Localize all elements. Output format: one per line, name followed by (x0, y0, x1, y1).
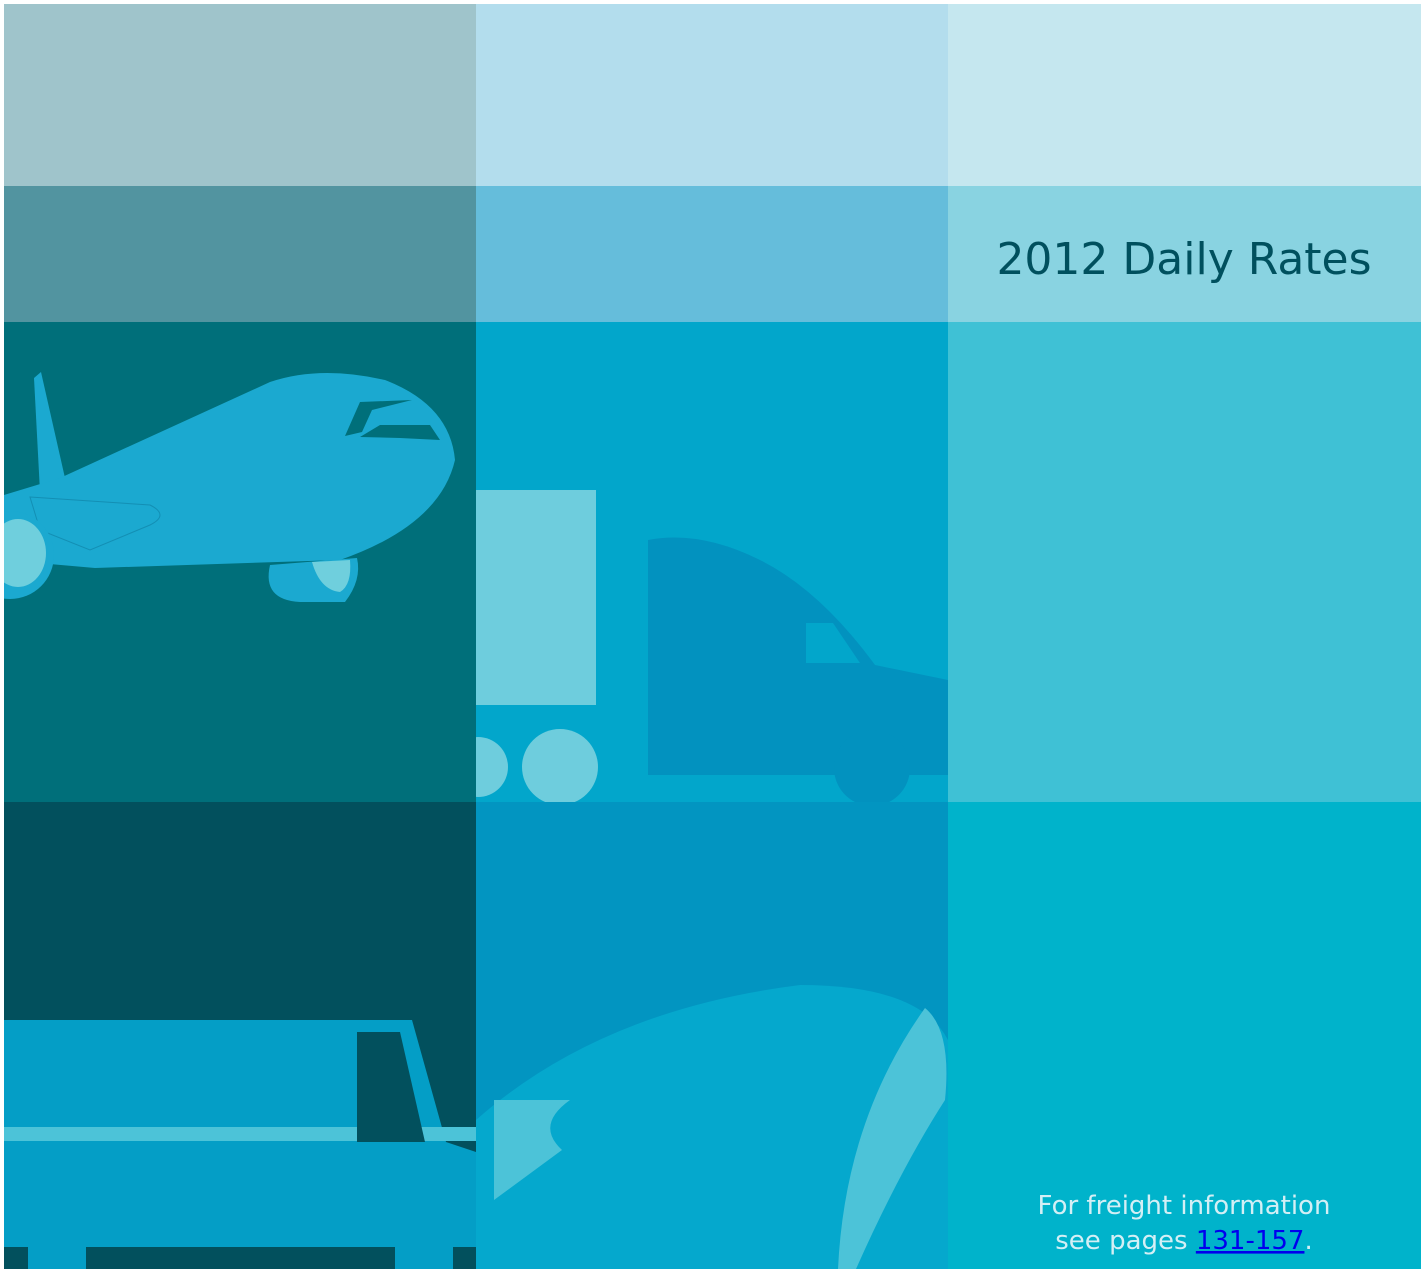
bus-icon (4, 1020, 476, 1269)
period: . (1304, 1226, 1312, 1256)
cover: 2012 Daily Rates For freight information… (0, 0, 1421, 1269)
cover-title: 2012 Daily Rates (996, 234, 1371, 285)
freight-pages: see pages 131-157. (1055, 1226, 1312, 1256)
pages-link[interactable]: 131-157 (1196, 1226, 1305, 1256)
pages-text: see pages (1055, 1226, 1187, 1256)
freight-note: For freight information (1038, 1191, 1331, 1221)
